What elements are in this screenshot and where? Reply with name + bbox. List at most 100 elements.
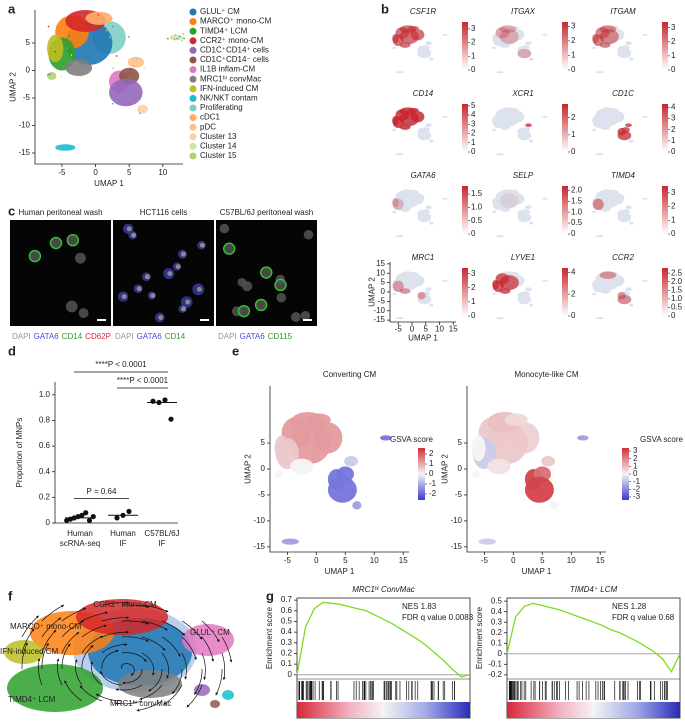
streamline xyxy=(121,636,149,642)
cluster-region xyxy=(55,144,76,151)
cell-dot xyxy=(112,67,115,69)
colorbar xyxy=(462,268,468,316)
colorbar-tick-label: 3 xyxy=(633,446,638,455)
y-tick-label: -0.1 xyxy=(488,659,502,668)
colorbar xyxy=(562,186,568,234)
streamline xyxy=(161,620,186,636)
streamline xyxy=(141,636,166,651)
streamline xyxy=(215,669,223,696)
rank-ramp xyxy=(507,702,680,718)
umap-region xyxy=(395,235,404,238)
expression-region xyxy=(399,124,411,130)
image-title: C57BL/6J peritoneal wash xyxy=(220,208,313,217)
umap-region xyxy=(399,288,411,294)
y-tick-label: 0 xyxy=(498,649,503,658)
umap-region xyxy=(525,287,532,292)
expression-region xyxy=(492,279,499,290)
colorbar-tick-label: 0 xyxy=(429,469,434,478)
y-tick-label: -5 xyxy=(23,93,31,102)
colorbar-tick-label: 1 xyxy=(571,130,576,139)
cell-dot xyxy=(182,32,184,35)
streamline xyxy=(41,617,62,638)
umap-region xyxy=(629,221,634,225)
legend-label: Cluster 14 xyxy=(200,142,237,151)
data-point xyxy=(150,398,156,404)
cell-stain xyxy=(28,249,42,263)
legend-swatch xyxy=(189,75,197,83)
colorbar-tick-label: 3 xyxy=(471,24,476,33)
legend-label: IL1B inflam-CM xyxy=(200,65,255,74)
x-tick-label: IF xyxy=(158,539,165,548)
gene-title: ITGAX xyxy=(511,7,536,16)
colorbar xyxy=(462,186,468,234)
legend-label: Cluster 15 xyxy=(200,151,237,160)
streamline xyxy=(141,652,155,676)
colorbar-tick-label: 1.0 xyxy=(571,207,583,216)
colorbar-tick-label: -3 xyxy=(633,492,641,501)
legend-label: MARCO⁺ mono-CM xyxy=(200,17,272,26)
gene-title: MRC1 xyxy=(412,253,435,262)
umap-region xyxy=(417,212,432,223)
y-tick-label: 0.7 xyxy=(281,595,293,604)
legend-swatch xyxy=(189,133,197,141)
cell xyxy=(75,252,86,264)
cell-stain xyxy=(66,233,80,247)
state-region xyxy=(88,618,192,686)
y-tick-label: -5 xyxy=(378,296,386,305)
colorbar-tick-label: -2 xyxy=(429,489,437,498)
x-tick-label: 15 xyxy=(399,556,408,565)
streamline xyxy=(141,620,168,631)
streamline xyxy=(95,693,123,702)
stain-caption: DAPI GATA6 CD14 CD62P xyxy=(12,332,111,341)
colorbar-tick-label: 2.0 xyxy=(671,277,683,286)
cell-stain xyxy=(237,304,251,318)
legend-swatch xyxy=(189,142,197,150)
y-tick-label: -10 xyxy=(373,306,385,315)
cell-nucleus xyxy=(150,293,156,299)
data-point xyxy=(90,513,96,520)
fdr-label: FDR q value 0.0083 xyxy=(402,613,474,622)
umap-region xyxy=(395,153,404,156)
streamline xyxy=(122,668,143,685)
score-region xyxy=(352,501,362,510)
umap-region xyxy=(392,46,397,50)
colorbar-tick-label: 5 xyxy=(471,101,476,110)
plot-title: Converting CM xyxy=(323,370,377,379)
expression-region xyxy=(392,280,404,292)
y-tick-label: 0.5 xyxy=(281,617,293,626)
umap-region xyxy=(607,189,619,195)
streamline xyxy=(101,616,130,622)
legend-swatch xyxy=(189,85,197,93)
x-tick-label: IF xyxy=(119,539,126,548)
umap-region xyxy=(517,48,532,59)
legend-label: cDC1 xyxy=(200,113,221,122)
nes-label: NES 1.83 xyxy=(402,602,437,611)
umap-region xyxy=(395,317,404,320)
streamline xyxy=(21,628,35,654)
cell xyxy=(261,267,272,278)
y-axis-label: Enrichment score xyxy=(265,606,274,669)
streamline xyxy=(101,649,119,670)
colorbar-tick-label: 0 xyxy=(633,469,638,478)
umap-region xyxy=(392,292,397,296)
colorbar-tick-label: 1.5 xyxy=(471,189,483,198)
state-region xyxy=(118,670,182,698)
y-tick-label: 5 xyxy=(261,438,266,447)
umap-region xyxy=(542,279,548,282)
legend-label: CCR2⁺ mono-CM xyxy=(200,36,264,45)
cell-dot xyxy=(173,38,176,41)
data-point xyxy=(162,397,168,403)
significance-label: ****P < 0.0001 xyxy=(117,376,169,385)
x-tick-label: -5 xyxy=(481,556,489,565)
colorbar-tick-label: 1 xyxy=(471,51,476,60)
colorbar-tick-label: 2 xyxy=(429,449,434,458)
y-axis-label: UMAP 2 xyxy=(244,454,253,484)
stain-caption: DAPI GATA6 CD115 xyxy=(218,332,293,341)
y-tick-label: 5 xyxy=(26,38,31,47)
colorbar xyxy=(662,104,668,152)
cell-nucleus xyxy=(136,286,142,292)
x-tick-label: 0 xyxy=(410,325,415,334)
significance-label: P = 0.64 xyxy=(87,487,117,496)
streamline xyxy=(221,636,233,663)
x-tick-label: -5 xyxy=(284,556,292,565)
